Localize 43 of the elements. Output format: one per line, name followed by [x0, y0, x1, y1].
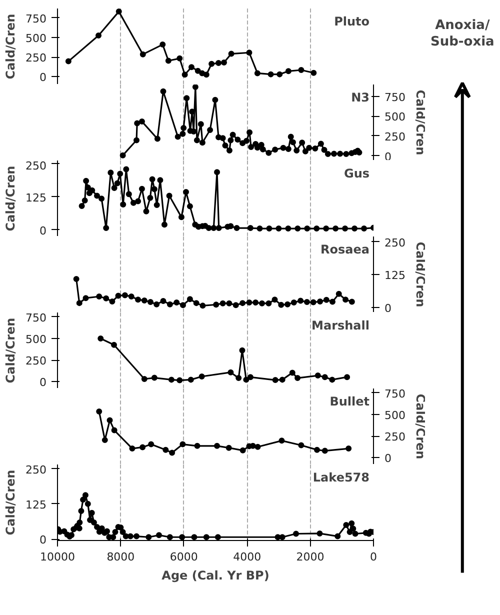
- y-tick-label: 250: [26, 160, 47, 172]
- y-tick-label: 0: [40, 376, 46, 390]
- y2-tick-label: 250: [384, 236, 406, 250]
- x-tick-label: 2000: [296, 550, 324, 564]
- y2-tick-label: 0: [384, 302, 392, 315]
- y-axis-title: Cald/Cren: [4, 318, 18, 384]
- text: Gus: [344, 166, 370, 180]
- y2-tick-label: 125: [384, 269, 406, 282]
- x-tick-label: 0: [370, 550, 377, 564]
- text: Anoxia/ Sub-oxia: [430, 18, 494, 50]
- text: Lake578: [312, 470, 370, 484]
- y-tick-label: 500: [26, 32, 47, 45]
- x-tick-label: 8000: [106, 550, 135, 564]
- text: Bullet: [330, 394, 370, 408]
- y-tick-label: 0: [40, 71, 46, 84]
- y2-tick-label: 0: [384, 452, 392, 466]
- x-tick-label: 6000: [170, 550, 198, 564]
- y2-tick-label: 500: [384, 408, 406, 422]
- y2-tick-label: 250: [384, 430, 406, 444]
- x-tick-label: 4000: [233, 550, 262, 564]
- y-axis-title: Cald/Cren: [4, 166, 18, 232]
- text: N3: [351, 90, 370, 104]
- y2-tick-label: 750: [384, 388, 406, 400]
- y2-tick-label: 750: [384, 90, 406, 104]
- y-tick-label: 0: [40, 534, 46, 547]
- y-axis-title: Cald/Cren: [4, 470, 18, 536]
- y-tick-label: 125: [26, 191, 47, 204]
- y-axis-title: Cald/Cren: [4, 14, 18, 80]
- y2-tick-label: 250: [384, 130, 406, 144]
- text: Pluto: [334, 14, 370, 28]
- text: Rosaea: [320, 242, 370, 256]
- y-tick-label: 500: [26, 332, 47, 346]
- y-tick-label: 250: [26, 354, 47, 368]
- y-tick-label: 250: [26, 52, 47, 65]
- text: Marshall: [312, 318, 370, 332]
- y2-tick-label: 500: [384, 110, 406, 124]
- y-tick-label: 125: [26, 498, 47, 512]
- y-tick-label: 250: [26, 464, 47, 476]
- y-tick-label: 750: [26, 312, 47, 324]
- x-tick-label: 10000: [40, 550, 76, 564]
- x-axis-title: Age (Cal. Yr BP): [162, 568, 270, 582]
- y-tick-label: 750: [26, 12, 47, 26]
- y-tick-label: 0: [40, 224, 46, 238]
